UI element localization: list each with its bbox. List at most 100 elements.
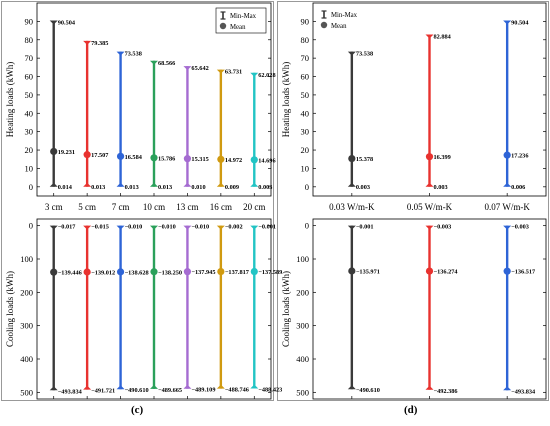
mean-label: −137.589 [258,269,282,276]
y-tick-label: 300 [296,321,309,331]
series-2: −0.010 −138.628 −490.610 [116,224,149,399]
max-cap [425,225,434,230]
max-cap [216,69,225,74]
min-cap [216,384,225,389]
max-label: 65.642 [191,65,208,72]
y-axis-label: Cooling loads (kWh) [5,271,15,347]
min-label: 0.014 [58,184,73,191]
max-label: −0.001 [258,224,276,231]
series-5: 63.731 14.972 0.009 16 cm [210,69,242,212]
mean-point [250,267,258,276]
x-tick-label: 13 cm [176,202,198,212]
series-6: −0.001 −137.589 −488.423 [250,224,282,399]
mean-label: 15.315 [191,156,208,163]
y-tick-label: 500 [20,387,33,397]
series-0: 73.538 15.378 0.003 0.03 W/m-K [329,51,375,212]
min-label: −492.386 [434,388,458,395]
max-label: 73.538 [125,51,142,58]
y-tick-label: 40 [301,108,310,118]
max-label: −0.003 [434,224,452,231]
y-tick-label: 200 [296,287,309,297]
mean-point [150,268,158,276]
mean-label: 15.378 [356,156,373,163]
mean-label: −136.274 [434,269,459,276]
y-tick-label: 70 [301,53,310,63]
min-label: −488.423 [258,386,282,393]
mean-point [250,156,258,164]
mean-point [503,151,511,159]
mean-point [183,155,192,163]
y-axis-label: Cooling loads (kWh) [281,271,291,347]
mean-point [116,152,125,160]
max-label: 62.028 [258,72,275,79]
mean-point [217,268,225,276]
max-label: −0.010 [191,224,209,231]
mean-label: −138.250 [158,269,182,276]
y-tick-label: 60 [25,72,34,82]
y-tick-label: 400 [20,354,33,364]
min-label: 0.003 [356,184,370,191]
max-label: −0.003 [511,224,529,231]
mean-label: 14.972 [225,157,242,164]
max-cap [183,66,192,71]
y-tick-label: 90 [25,16,34,26]
x-tick-label: 7 cm [112,202,130,212]
min-label: −489.109 [191,387,215,394]
min-label: 0.009 [225,184,239,191]
min-cap [503,386,512,391]
max-cap [347,51,356,56]
y-tick-label: 0 [29,221,33,231]
x-tick-label: 5 cm [78,202,96,212]
chart-panel-d-top: 0 10 20 30 40 50 60 70 80 90 Heating loads (kWh) 73… [281,2,547,212]
max-label: 73.538 [356,51,373,58]
mean-label: 19.231 [58,149,75,156]
min-cap [83,385,92,390]
series-3: −0.010 −138.250 −489.665 [150,224,182,399]
mean-point [217,155,225,163]
max-cap [116,51,125,56]
max-cap [150,60,158,65]
min-cap [116,385,125,390]
mean-point [83,268,91,276]
y-tick-label: 40 [25,108,34,118]
mean-point [83,151,91,159]
min-label: −489.665 [158,387,182,394]
min-label: −488.746 [225,387,249,394]
x-tick-label: 0.03 W/m-K [329,202,375,212]
min-cap [83,182,92,187]
min-label: 0.006 [511,184,525,191]
max-cap [183,225,192,230]
mean-label: 17.236 [511,153,528,160]
min-cap [250,182,259,187]
min-label: 0.010 [191,184,205,191]
max-cap [347,225,356,230]
y-tick-label: 80 [301,35,310,45]
series-3: 68.566 15.786 0.013 10 cm [143,60,175,212]
legend: Min-Max Mean [320,10,358,30]
legend-item-mean: Mean [230,24,246,31]
min-cap [347,385,356,390]
legend-item-mean: Mean [331,23,347,30]
series-4: 65.642 15.315 0.010 13 cm [176,65,208,212]
y-tick-label: 70 [25,53,34,63]
chart-panel-d-bottom: 0 100 200 300 400 500 Cooling loads (kWh) −0.00… [281,218,547,400]
legend-mean-symbol [320,21,328,29]
panel-label-c: (c) [131,404,144,416]
min-cap [425,182,434,187]
max-cap [49,225,58,230]
series-1: −0.003 −136.274 −492.386 [425,224,459,399]
min-cap [150,384,158,389]
mean-point [425,153,434,161]
mean-point [150,154,158,162]
mean-label: −137.817 [225,269,249,276]
mean-label: −139.012 [91,270,115,277]
series-1: 79.385 17.507 0.013 5 cm [78,40,108,212]
max-label: 63.731 [225,69,242,76]
series-1: 82.884 16.399 0.003 0.05 W/m-K [407,33,453,212]
min-cap [503,182,512,187]
y-tick-label: 0 [305,221,309,231]
chart-panel-c-top: 0 10 20 30 40 50 60 70 80 90 Heating loads (kWh) 90… [5,2,276,212]
legend: Min-Max Mean [215,7,267,34]
mean-point [116,268,125,276]
max-cap [250,72,259,77]
